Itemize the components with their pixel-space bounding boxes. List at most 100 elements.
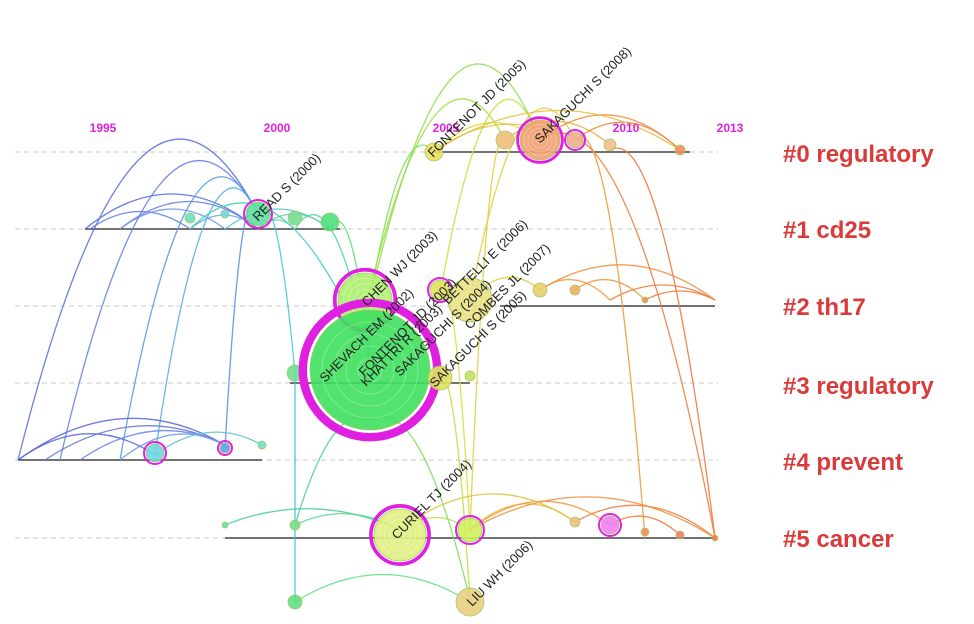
citation-arc (609, 147, 716, 539)
citation-arc (469, 503, 576, 531)
citation-burst-ring (143, 441, 167, 465)
citation-arc (89, 210, 191, 230)
citation-burst-ring (243, 199, 273, 229)
citation-arc (539, 264, 716, 301)
citation-arc (574, 278, 646, 301)
year-label-2005: 2005 (433, 121, 460, 135)
node-ring-band (452, 282, 488, 318)
node-ring-band (531, 131, 549, 149)
node-ring-band (465, 295, 475, 305)
citation-burst-ring (217, 440, 233, 456)
reference-node[interactable] (220, 209, 230, 219)
cluster-label-1: #1 cd25 (783, 217, 871, 244)
year-axis: 1995 2000 2005 2010 2013 (90, 121, 744, 135)
citation-burst-ring (516, 116, 564, 164)
citation-burst-ring (369, 504, 431, 566)
cluster-label-2: #2 th17 (783, 294, 866, 321)
reference-node[interactable] (495, 130, 515, 150)
cluster-label-3: #3 regulatory (783, 373, 934, 400)
citation-arc (369, 98, 506, 291)
reference-node[interactable] (427, 365, 453, 391)
citation-arc (469, 496, 716, 539)
node-ring-band (389, 524, 411, 546)
citation-burst-ring (564, 129, 586, 151)
reference-node[interactable] (184, 212, 196, 224)
citation-arc (257, 206, 296, 374)
node-ring-band (357, 357, 383, 383)
citation-arc (119, 208, 226, 230)
citation-arc (17, 138, 259, 461)
reference-node[interactable] (457, 517, 483, 543)
reference-node[interactable] (675, 530, 685, 540)
reference-node[interactable] (464, 370, 476, 382)
year-label-1995: 1995 (90, 121, 117, 135)
cluster-label-5: #5 cancer (783, 526, 894, 553)
reference-node[interactable] (566, 131, 584, 149)
citation-arc (574, 136, 646, 539)
reference-label: READ S (2000) (250, 150, 324, 224)
node-ring-band (378, 513, 422, 557)
reference-label: LIU WH (2006) (464, 537, 536, 609)
reference-node[interactable] (455, 587, 485, 617)
citation-arc (44, 425, 226, 461)
citation-arc (294, 573, 471, 603)
reference-node[interactable] (221, 521, 229, 529)
reference-node[interactable] (287, 594, 303, 610)
reference-node[interactable] (674, 144, 686, 156)
reference-node[interactable] (373, 508, 427, 562)
node-ring-band (456, 286, 484, 314)
reference-node[interactable] (257, 440, 267, 450)
node-ring-band (321, 321, 419, 419)
node-ring-band (535, 135, 545, 145)
node-ring-band (333, 333, 407, 407)
citation-arc (433, 109, 681, 153)
reference-node[interactable] (532, 282, 548, 298)
citation-arc (609, 284, 716, 301)
reference-node[interactable] (569, 284, 581, 296)
citation-arc (17, 417, 226, 461)
citation-burst-ring (598, 513, 622, 537)
citation-arc (224, 203, 259, 449)
node-ring-band (523, 123, 557, 157)
cluster-label-4: #4 prevent (783, 449, 903, 476)
year-label-2010: 2010 (613, 121, 640, 135)
reference-node[interactable] (519, 119, 561, 161)
reference-node[interactable] (603, 138, 617, 152)
citation-arc (369, 63, 541, 301)
citation-arc (574, 121, 681, 151)
cluster-label-0: #0 regulatory (783, 141, 934, 168)
node-ring-band (345, 345, 395, 395)
reference-node[interactable] (424, 142, 444, 162)
reference-node[interactable] (711, 534, 719, 542)
reference-node[interactable] (600, 515, 620, 535)
citation-arc (504, 120, 611, 146)
reference-node[interactable] (641, 296, 649, 304)
node-ring-band (384, 519, 416, 551)
citation-arcs-layer (17, 63, 716, 603)
reference-nodes-layer (143, 116, 719, 617)
reference-node[interactable] (569, 516, 581, 528)
node-ring-band (460, 290, 480, 310)
year-label-2000: 2000 (264, 121, 291, 135)
reference-node[interactable] (287, 210, 303, 226)
citation-burst-ring (455, 515, 485, 545)
reference-node[interactable] (219, 442, 231, 454)
reference-node[interactable] (289, 519, 301, 531)
node-ring-band (394, 529, 406, 541)
citation-arc (154, 187, 259, 456)
citation-arc (119, 433, 226, 461)
year-label-2013: 2013 (717, 121, 744, 135)
reference-node[interactable] (245, 201, 271, 227)
reference-node[interactable] (447, 277, 493, 323)
cluster-labels: #0 regulatory #1 cd25 #2 th17 #3 regulatory… (783, 141, 934, 553)
node-ring-band (527, 127, 553, 153)
citation-arc (469, 500, 611, 531)
citation-arc (119, 176, 259, 461)
reference-node[interactable] (145, 443, 165, 463)
reference-node[interactable] (309, 309, 431, 431)
reference-node[interactable] (640, 527, 650, 537)
citation-arc (59, 159, 259, 461)
reference-node[interactable] (320, 212, 340, 232)
citation-arc (539, 132, 716, 539)
